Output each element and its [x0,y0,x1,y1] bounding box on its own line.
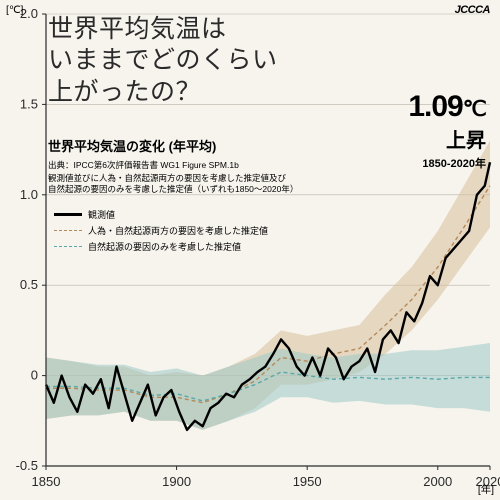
svg-text:1950: 1950 [293,474,322,489]
highlight-rise: 上昇 [408,124,486,153]
subtitle: 世界平均気温の変化 (年平均) [48,136,298,155]
logo: JCCCA [455,4,490,16]
highlight-range: 1850-2020年 [408,155,486,171]
legend-item: 観測値 [54,208,268,221]
svg-text:0.5: 0.5 [20,277,38,292]
x-axis-unit: [年] [478,481,494,496]
highlight-callout: 1.09℃ 上昇 1850-2020年 [408,90,486,171]
highlight-value: 1.09 [408,90,462,123]
svg-text:-0.5: -0.5 [16,458,38,473]
svg-text:1900: 1900 [162,474,191,489]
legend-label: 自然起源の要因のみを考慮した推定値 [88,240,241,253]
legend-swatch [54,230,82,231]
chart-title: 世界平均気温はいままでどのくらい上がったの？ [48,14,278,108]
title-line: 世界平均気温は [48,14,278,45]
y-axis-unit: [℃] [6,4,23,16]
highlight-unit: ℃ [463,96,486,121]
title-line: いままでどのくらい [48,45,278,76]
source-line: 出典：IPCC第6次評価報告書 WG1 Figure SPM.1b [48,159,298,171]
chart-subtitle-block: 世界平均気温の変化 (年平均) 出典：IPCC第6次評価報告書 WG1 Figu… [48,136,298,196]
legend-label: 人為・自然起源両方の要因を考慮した推定値 [88,224,268,237]
title-line: 上がったの？ [48,77,278,108]
legend-item: 人為・自然起源両方の要因を考慮した推定値 [54,224,268,237]
legend: 観測値人為・自然起源両方の要因を考慮した推定値自然起源の要因のみを考慮した推定値 [54,208,268,256]
legend-label: 観測値 [88,208,115,221]
svg-text:0: 0 [31,368,38,383]
svg-text:2000: 2000 [423,474,452,489]
svg-text:1850: 1850 [32,474,61,489]
legend-swatch [54,213,82,216]
legend-item: 自然起源の要因のみを考慮した推定値 [54,240,268,253]
legend-swatch [54,246,82,247]
svg-text:1.0: 1.0 [20,187,38,202]
svg-text:1.5: 1.5 [20,96,38,111]
source-note: 観測値並びに人為・自然起源両方の要因を考慮した推定値及び自然起源の要因のみを考慮… [48,173,298,196]
